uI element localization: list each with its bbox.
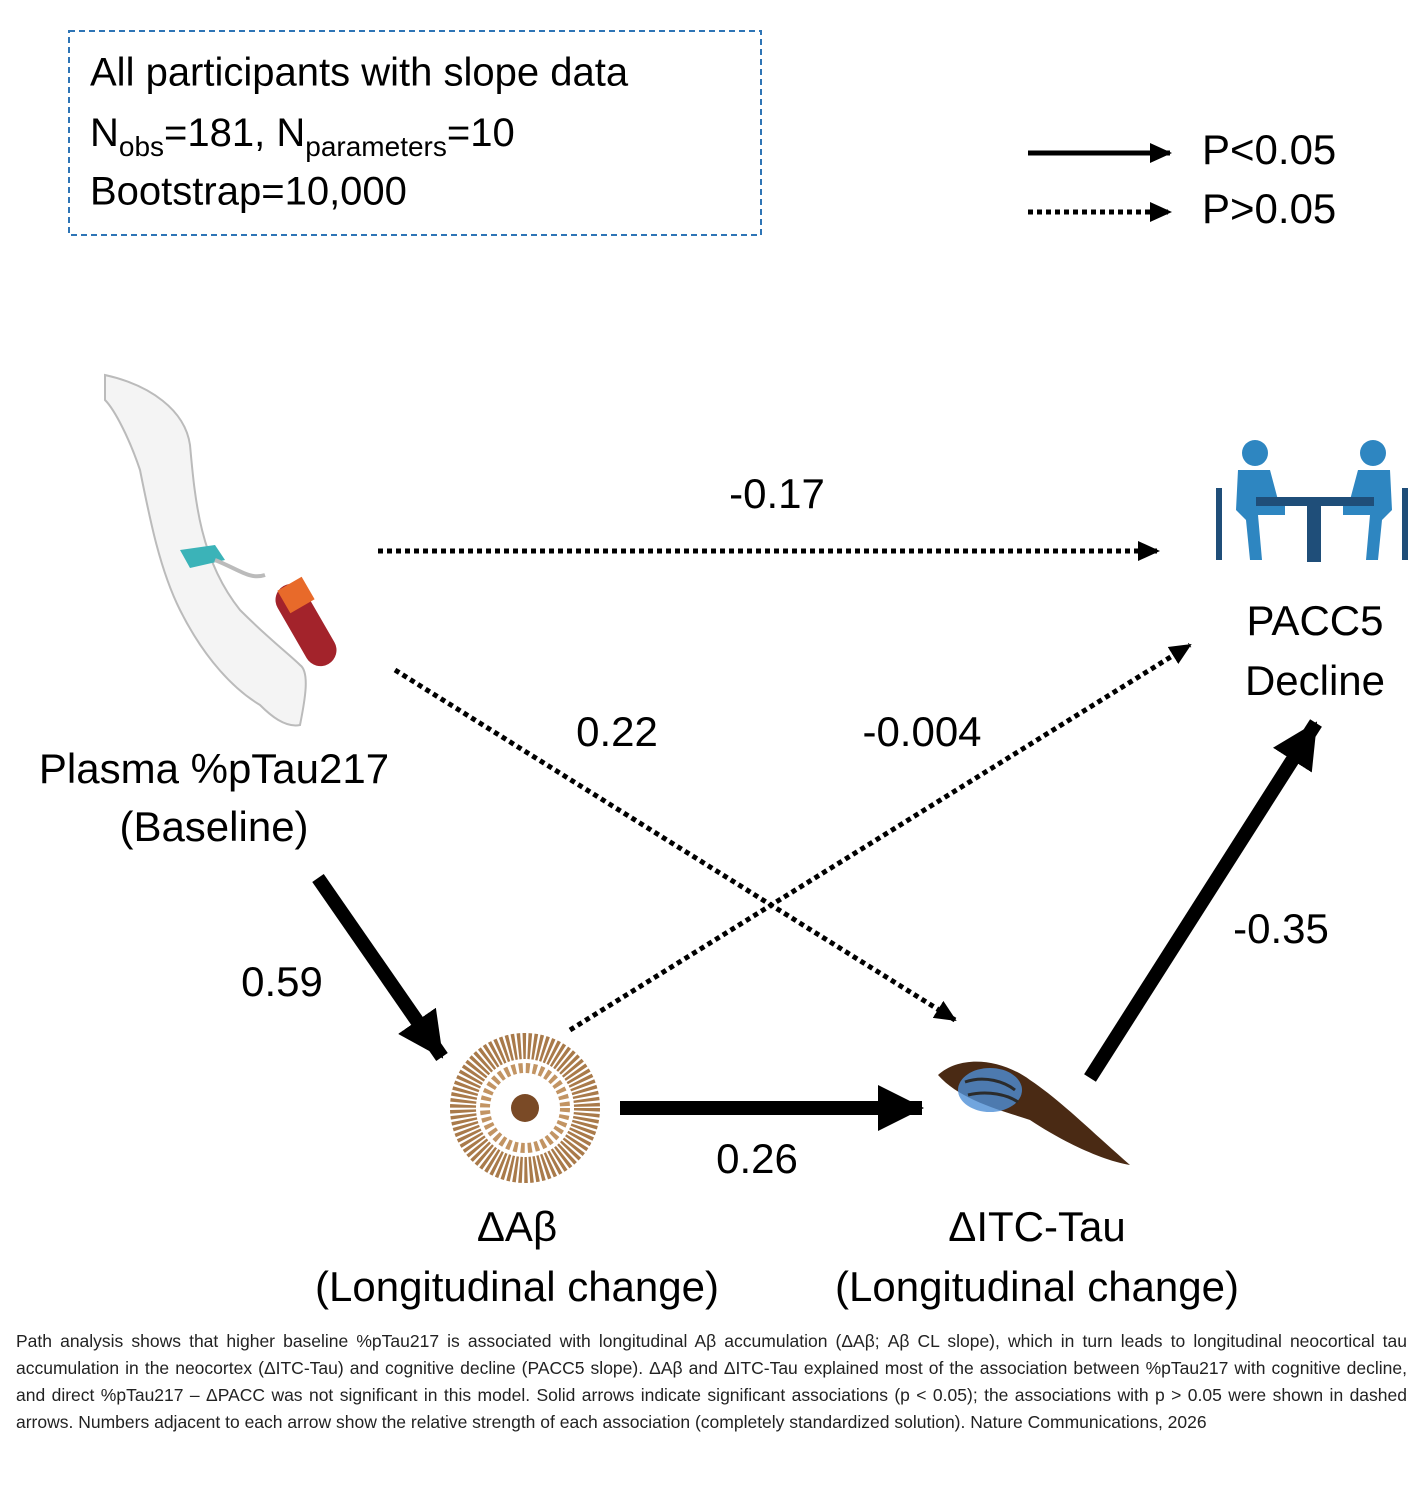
node-label: ΔAβ	[477, 1203, 557, 1250]
caption: Path analysis shows that higher baseline…	[16, 1331, 1407, 1432]
dotted-arrow	[393, 667, 957, 1023]
node-label: Plasma %pTau217	[39, 745, 389, 792]
info-bootstrap: Bootstrap=10,000	[90, 170, 407, 214]
people-icon	[1216, 440, 1408, 562]
arm-icon	[104, 373, 337, 727]
edge-label: -0.17	[729, 470, 825, 517]
edge-label: -0.004	[862, 708, 981, 755]
info-box	[68, 30, 762, 236]
node-label: (Baseline)	[119, 803, 308, 850]
subscript: obs	[119, 131, 164, 162]
node-label: (Longitudinal change)	[835, 1263, 1239, 1310]
plaque-icon	[450, 1033, 600, 1183]
legend-label: P<0.05	[1202, 126, 1336, 173]
text: =10	[447, 111, 515, 155]
subscript: parameters	[305, 131, 447, 162]
info-title: All participants with slope data	[90, 51, 629, 95]
node-label: Decline	[1245, 657, 1385, 704]
node-label: PACC5	[1247, 597, 1384, 644]
tangle-icon	[938, 1061, 1130, 1165]
text: =181, N	[164, 111, 305, 155]
edge-label: -0.35	[1233, 905, 1329, 952]
legend-label: P>0.05	[1202, 185, 1336, 232]
solid-arrow	[1084, 719, 1322, 1082]
solid-arrow	[312, 874, 448, 1061]
dotted-arrow	[568, 642, 1192, 1033]
diagram: All participants with slope data Nobs=18…	[39, 30, 1408, 1310]
text: N	[90, 111, 119, 155]
edge-label: 0.22	[576, 708, 658, 755]
node-label: (Longitudinal change)	[315, 1263, 719, 1310]
edge-label: 0.26	[716, 1135, 798, 1182]
info-stats: Nobs=181, Nparameters=10	[90, 111, 515, 163]
edge-label: 0.59	[241, 958, 323, 1005]
node-label: ΔITC-Tau	[948, 1203, 1125, 1250]
